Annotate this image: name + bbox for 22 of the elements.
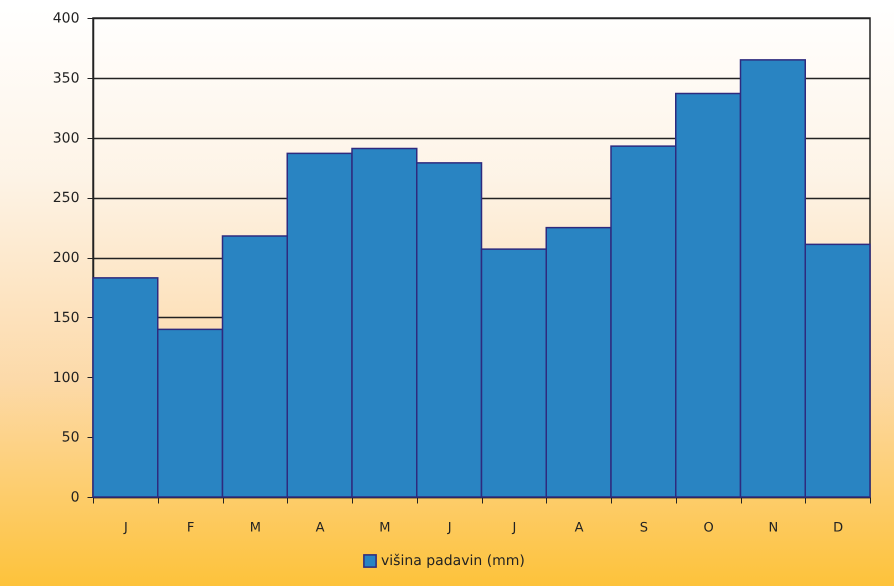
y-tick-label: 200 [52, 250, 80, 266]
x-tick-label: F [186, 520, 194, 536]
x-tick-label: J [122, 520, 128, 536]
y-tick-label: 150 [52, 310, 80, 326]
x-tick-label: M [379, 520, 390, 536]
x-tick-label: S [640, 520, 648, 536]
y-tick-label: 350 [52, 70, 80, 86]
y-tick-label: 300 [52, 130, 80, 146]
x-tick-label: J [511, 520, 516, 536]
x-tick-label: D [833, 520, 844, 536]
x-tick-label: J [446, 520, 452, 536]
x-tick-label: A [574, 520, 584, 536]
legend-label: višina padavin (mm) [381, 553, 525, 569]
y-tick-label: 250 [52, 190, 80, 206]
x-tick-label: M [250, 520, 261, 536]
x-tick-label: O [704, 520, 714, 536]
y-tick-label: 100 [52, 370, 80, 386]
x-tick-label: N [768, 520, 778, 536]
y-tick-label: 50 [62, 430, 80, 446]
y-tick-label: 0 [70, 490, 80, 506]
x-tick-label: A [316, 520, 325, 536]
y-tick-label: 400 [52, 10, 80, 26]
